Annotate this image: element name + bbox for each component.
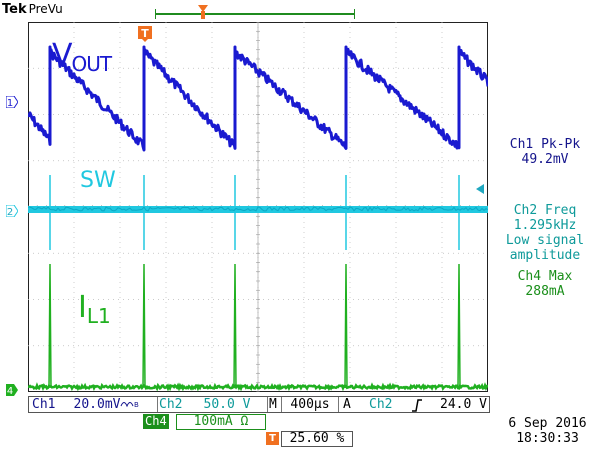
acquisition-mode: PreVu	[28, 2, 63, 16]
il-spike	[142, 263, 146, 389]
ch4-label[interactable]: Ch4	[143, 414, 169, 429]
il-spike	[48, 263, 52, 389]
ch1-marker-icon[interactable]: 1	[6, 96, 18, 108]
sw-trace-label: SW	[80, 168, 116, 193]
ch2-label[interactable]: Ch2	[159, 397, 183, 412]
waveform-traces	[28, 45, 488, 392]
sw-trace-band	[28, 206, 488, 213]
ch2-marker-icon[interactable]: 2	[6, 205, 18, 217]
il-trace-label: IL1	[78, 290, 111, 328]
svg-text:2: 2	[7, 207, 13, 217]
measurement-ch2-note2: amplitude	[509, 248, 581, 263]
timebase-label: M	[269, 397, 277, 412]
measurement-ch4-title: Ch4 Max	[517, 269, 573, 284]
trigger-level[interactable]: 24.0 V	[440, 397, 487, 412]
measurement-ch1: Ch1 Pk-Pk 49.2mV	[495, 137, 595, 167]
sw-trace-noise	[28, 206, 488, 212]
il-label-sub: L1	[86, 304, 111, 328]
trigger-position-readout-icon: T	[266, 432, 279, 445]
readout-bar: Ch1 20.0mV B Ch2 50.0 V M 400µs A Ch2 24.…	[28, 396, 490, 413]
svg-text:4: 4	[7, 386, 13, 396]
rising-slope-icon	[412, 399, 422, 412]
ch4-marker-icon[interactable]: 4	[6, 384, 18, 396]
measurement-ch4-value: 288mA	[525, 284, 565, 299]
record-view-bar	[155, 13, 354, 15]
measurement-ch4: Ch4 Max 288mA	[495, 269, 595, 299]
ch1-label[interactable]: Ch1	[32, 397, 56, 412]
vout-trace-label: VOUT	[52, 38, 113, 76]
trigger-mode[interactable]: A	[343, 397, 351, 412]
trigger-level-icon[interactable]	[476, 184, 486, 194]
il-spike	[233, 263, 237, 389]
svg-text:T: T	[141, 27, 149, 40]
time-display: 18:30:33	[516, 431, 579, 446]
bandwidth-limit-icon: B	[121, 401, 139, 409]
measurement-ch2-title: Ch2 Freq	[513, 203, 577, 218]
measurement-ch1-value: 49.2mV	[521, 152, 569, 167]
il-spike	[344, 263, 348, 389]
record-view-window	[155, 9, 355, 19]
svg-text:1: 1	[7, 98, 13, 108]
measurement-ch1-title: Ch1 Pk-Pk	[509, 137, 581, 152]
measurement-ch2-note1: Low signal	[505, 233, 585, 248]
trigger-position-value[interactable]: 25.60 %	[281, 431, 353, 447]
ch4-scale[interactable]: 100mA Ω	[176, 414, 266, 430]
date-display: 6 Sep 2016	[508, 416, 587, 431]
il-trace-baseline	[28, 382, 488, 392]
il-spike	[457, 263, 461, 389]
ch2-scale[interactable]: 50.0 V	[187, 397, 268, 412]
vout-trace	[28, 45, 488, 152]
waveform-display[interactable]	[28, 22, 488, 392]
svg-text:B: B	[134, 401, 139, 408]
trigger-marker-icon[interactable]: T	[138, 26, 152, 42]
il-label-main: I	[78, 290, 87, 325]
ch1-scale-value: 20.0mV	[73, 397, 121, 412]
brand-name: Tek	[2, 2, 27, 17]
trigger-position-icon	[198, 5, 208, 19]
vout-label-main: V	[52, 38, 73, 73]
measurement-ch2-value: 1.295kHz	[513, 218, 577, 233]
measurement-ch2: Ch2 Freq 1.295kHz Low signal amplitude	[495, 203, 595, 263]
vout-label-sub: OUT	[71, 52, 113, 76]
trigger-source[interactable]: Ch2	[369, 397, 393, 412]
ch1-scale[interactable]: 20.0mV B	[59, 397, 158, 412]
timebase-value[interactable]: 400µs	[281, 397, 339, 412]
brand-logo: Tek PreVu	[2, 2, 63, 17]
